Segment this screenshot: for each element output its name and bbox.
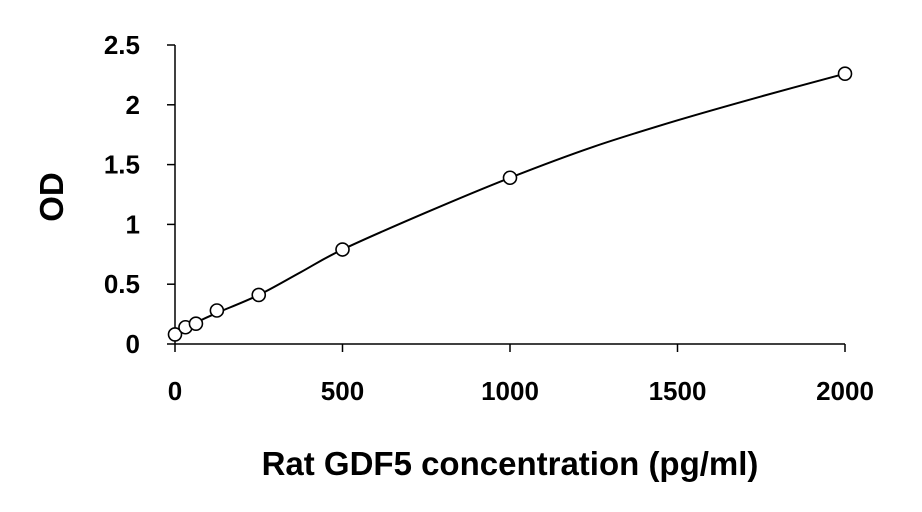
x-axis-title: Rat GDF5 concentration (pg/ml) bbox=[262, 445, 759, 482]
data-point bbox=[251, 287, 267, 303]
fit-curve-layer bbox=[174, 72, 846, 336]
y-tick-label: 1 bbox=[126, 209, 140, 239]
data-point bbox=[188, 316, 204, 331]
fit-curve bbox=[174, 72, 846, 336]
y-axis: 0 0.5 1 1.5 2 2.5 bbox=[104, 30, 176, 359]
data-point bbox=[502, 170, 518, 186]
data-points-layer bbox=[167, 66, 853, 342]
x-tick-label: 1000 bbox=[481, 376, 539, 406]
y-tick-label: 2 bbox=[126, 90, 140, 120]
x-tick-label: 2000 bbox=[816, 376, 874, 406]
x-axis: 0 500 1000 1500 2000 bbox=[168, 343, 874, 406]
y-tick-label: 0 bbox=[126, 329, 140, 359]
y-axis-title: OD bbox=[33, 172, 70, 222]
data-point bbox=[335, 242, 350, 257]
x-tick-label: 1500 bbox=[649, 376, 707, 406]
data-point bbox=[167, 327, 183, 342]
x-tick-label: 0 bbox=[168, 376, 182, 406]
data-point bbox=[209, 303, 225, 318]
x-tick-label: 500 bbox=[321, 376, 364, 406]
y-tick-label: 1.5 bbox=[104, 150, 140, 180]
y-tick-label: 2.5 bbox=[104, 30, 140, 60]
y-tick-label: 0.5 bbox=[104, 269, 140, 299]
data-point bbox=[837, 66, 853, 82]
